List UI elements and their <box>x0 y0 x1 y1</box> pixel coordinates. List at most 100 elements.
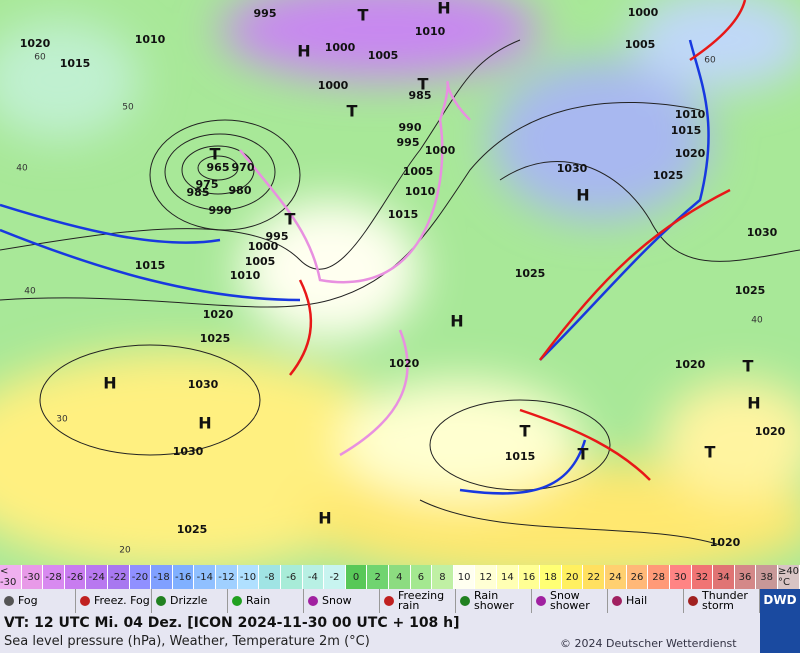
pressure-center: T <box>743 357 754 376</box>
scale-cell: 16 <box>518 565 541 589</box>
scale-cell: 22 <box>583 565 606 589</box>
pressure-label: 1030 <box>188 378 219 391</box>
legend-icon <box>80 596 90 606</box>
legend-label: Rain <box>246 594 271 607</box>
scale-cell: -18 <box>151 565 173 589</box>
scale-cell: ≥40 °C <box>777 565 800 589</box>
pressure-label: 1015 <box>60 57 91 70</box>
pressure-label: 990 <box>399 121 422 134</box>
scale-cell: -26 <box>64 565 87 589</box>
legend-item: Freezing rain <box>380 589 456 613</box>
fronts <box>0 0 747 495</box>
pressure-label: 1015 <box>135 259 166 272</box>
legend-label: Snow shower <box>550 589 590 612</box>
pressure-label: 1025 <box>735 284 766 297</box>
pressure-label: 1030 <box>747 226 778 239</box>
pressure-label: 995 <box>254 7 277 20</box>
pressure-center: T <box>347 102 358 121</box>
pressure-center: H <box>103 374 116 393</box>
pressure-center: T <box>705 443 716 462</box>
scale-cell: 30 <box>669 565 692 589</box>
grid-label: 40 <box>751 316 763 326</box>
scale-cell: 12 <box>475 565 498 589</box>
pressure-center: H <box>450 312 463 331</box>
temperature-scale: < -30 -30 -28 -26 -24 -22 -20 -18 -16 -14 -12 -10 -8… <box>0 565 800 589</box>
scale-cell: 4 <box>388 565 411 589</box>
pressure-label: 1020 <box>675 358 706 371</box>
pressure-label: 985 <box>409 89 432 102</box>
pressure-label: 1025 <box>200 332 231 345</box>
pressure-label: 1025 <box>177 523 208 536</box>
pressure-label: 995 <box>266 230 289 243</box>
pressure-center: H <box>297 42 310 61</box>
legend-label: Freezing rain <box>398 589 445 612</box>
legend-item: Hail <box>608 589 684 613</box>
scale-cell: -8 <box>259 565 281 589</box>
pressure-label: 1010 <box>675 108 706 121</box>
pressure-label: 1000 <box>325 41 356 54</box>
scale-cell: -28 <box>43 565 65 589</box>
valid-time: VT: 12 UTC Mi. 04 Dez. [ICON 2024-11-30 … <box>4 615 460 631</box>
legend-item: Thunder storm <box>684 589 760 613</box>
grid-label: 40 <box>24 287 36 297</box>
pressure-label: 1030 <box>173 445 204 458</box>
scale-cell: 32 <box>691 565 714 589</box>
scale-cell: -10 <box>237 565 260 589</box>
pressure-label: 1010 <box>415 25 446 38</box>
isobars <box>0 39 800 546</box>
pressure-label: 970 <box>232 161 255 174</box>
legend-item: Freez. Fog <box>76 589 152 613</box>
pressure-label: 1000 <box>318 79 349 92</box>
pressure-center: H <box>437 0 450 18</box>
pressure-label: 1015 <box>388 208 419 221</box>
pressure-label: 1015 <box>505 450 536 463</box>
scale-cell: -20 <box>129 565 152 589</box>
scale-cell: -30 <box>21 565 44 589</box>
scale-cell: 26 <box>626 565 649 589</box>
scale-cell: 10 <box>453 565 476 589</box>
grid-label: 40 <box>16 164 28 174</box>
pressure-center: T <box>358 6 369 25</box>
scale-cell: 18 <box>540 565 562 589</box>
pressure-label: 975 <box>196 178 219 191</box>
legend-item: Rain <box>228 589 304 613</box>
pressure-label: 1020 <box>710 536 741 549</box>
pressure-label: 1000 <box>425 144 456 157</box>
legend-label: Drizzle <box>170 594 208 607</box>
scale-cell: 36 <box>734 565 757 589</box>
scale-cell: -6 <box>280 565 303 589</box>
description: Sea level pressure (hPa), Weather, Tempe… <box>4 634 370 649</box>
legend-item: Snow <box>304 589 380 613</box>
pressure-center: T <box>210 145 221 164</box>
weather-map: 9951000100510101010101510201000985990995… <box>0 0 800 580</box>
pressure-center: T <box>285 210 296 229</box>
legend-label: Thunder storm <box>702 589 748 612</box>
scale-cell: -2 <box>324 565 346 589</box>
scale-cell: 0 <box>345 565 368 589</box>
grid-label: 60 <box>704 56 716 66</box>
pressure-label: 1000 <box>248 240 279 253</box>
pressure-label: 1005 <box>625 38 656 51</box>
scale-cell: -12 <box>216 565 238 589</box>
scale-cell: -14 <box>194 565 217 589</box>
scale-cell: -24 <box>86 565 109 589</box>
footer: VT: 12 UTC Mi. 04 Dez. [ICON 2024-11-30 … <box>0 613 760 653</box>
grid-label: 20 <box>119 546 131 556</box>
pressure-label: 1020 <box>20 37 51 50</box>
legend-label: Hail <box>626 594 648 607</box>
pressure-label: 1005 <box>368 49 399 62</box>
weather-legend: Fog Freez. Fog Drizzle Rain Snow Freezing rai… <box>0 589 760 613</box>
scale-cell: 2 <box>367 565 389 589</box>
grid-label: 50 <box>122 103 134 113</box>
pressure-label: 1020 <box>755 425 786 438</box>
pressure-center: H <box>198 414 211 433</box>
pressure-label: 1000 <box>628 6 659 19</box>
legend-item: Rain shower <box>456 589 532 613</box>
legend-label: Fog <box>18 594 38 607</box>
pressure-label: 1010 <box>230 269 261 282</box>
scale-cell: 8 <box>432 565 454 589</box>
legend-icon <box>688 596 698 606</box>
pressure-label: 1005 <box>403 165 434 178</box>
pressure-center: H <box>318 509 331 528</box>
legend-icon <box>232 596 242 606</box>
